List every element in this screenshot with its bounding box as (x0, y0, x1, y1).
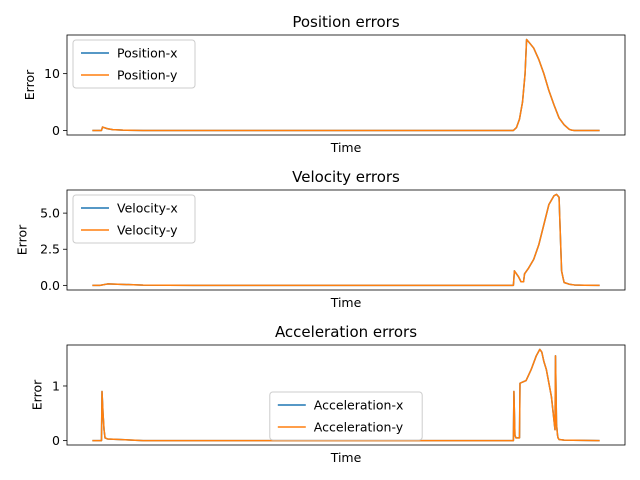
series-line-position-y (92, 38, 600, 132)
legend: Position-x Position-y (72, 39, 196, 89)
x-axis-label: Time (330, 140, 362, 155)
y-tick-label: 5.0 (40, 206, 60, 221)
legend-label: Velocity-y (117, 223, 178, 238)
chart-1: Position errors010TimeErrorPosition-xPos… (22, 13, 626, 155)
y-axis-label: Error (30, 379, 45, 410)
series-line-acceleration-y (92, 348, 600, 442)
y-tick-label: 0 (52, 123, 60, 138)
legend-label: Position-x (117, 46, 178, 61)
y-axis-label: Error (22, 69, 37, 100)
axes-frame (66, 344, 626, 446)
legend-label: Acceleration-x (314, 398, 404, 413)
legend-box (72, 39, 196, 89)
axes-frame (66, 34, 626, 136)
x-axis-label: Time (330, 450, 362, 465)
axes-frame (66, 189, 626, 291)
y-tick-label: 0.0 (40, 278, 60, 293)
legend: Velocity-x Velocity-y (72, 194, 196, 244)
y-tick-label: 2.5 (40, 242, 60, 257)
chart-3: Acceleration errors 0 1 Time Error Accelerati… (30, 323, 626, 465)
x-axis-label: Time (330, 295, 362, 310)
chart-title: Position errors (292, 13, 399, 31)
legend: Acceleration-x Acceleration-y (269, 391, 423, 441)
legend-box (72, 194, 196, 244)
y-axis-label: Error (15, 224, 30, 255)
legend-label: Acceleration-y (314, 420, 404, 435)
chart-2: Velocity errors 0.0 2.5 5.0 Time Error Velocit… (15, 168, 626, 310)
y-tick-label: 0 (52, 433, 60, 448)
chart-title: Velocity errors (292, 168, 400, 186)
legend-label: Velocity-x (117, 201, 178, 216)
y-tick-label: 10 (44, 66, 60, 81)
chart-title: Acceleration errors (275, 323, 417, 341)
legend-box (269, 391, 423, 441)
y-tick-label: 1 (52, 378, 60, 393)
series-line-velocity-y (92, 193, 600, 287)
legend-label: Position-y (117, 68, 178, 83)
